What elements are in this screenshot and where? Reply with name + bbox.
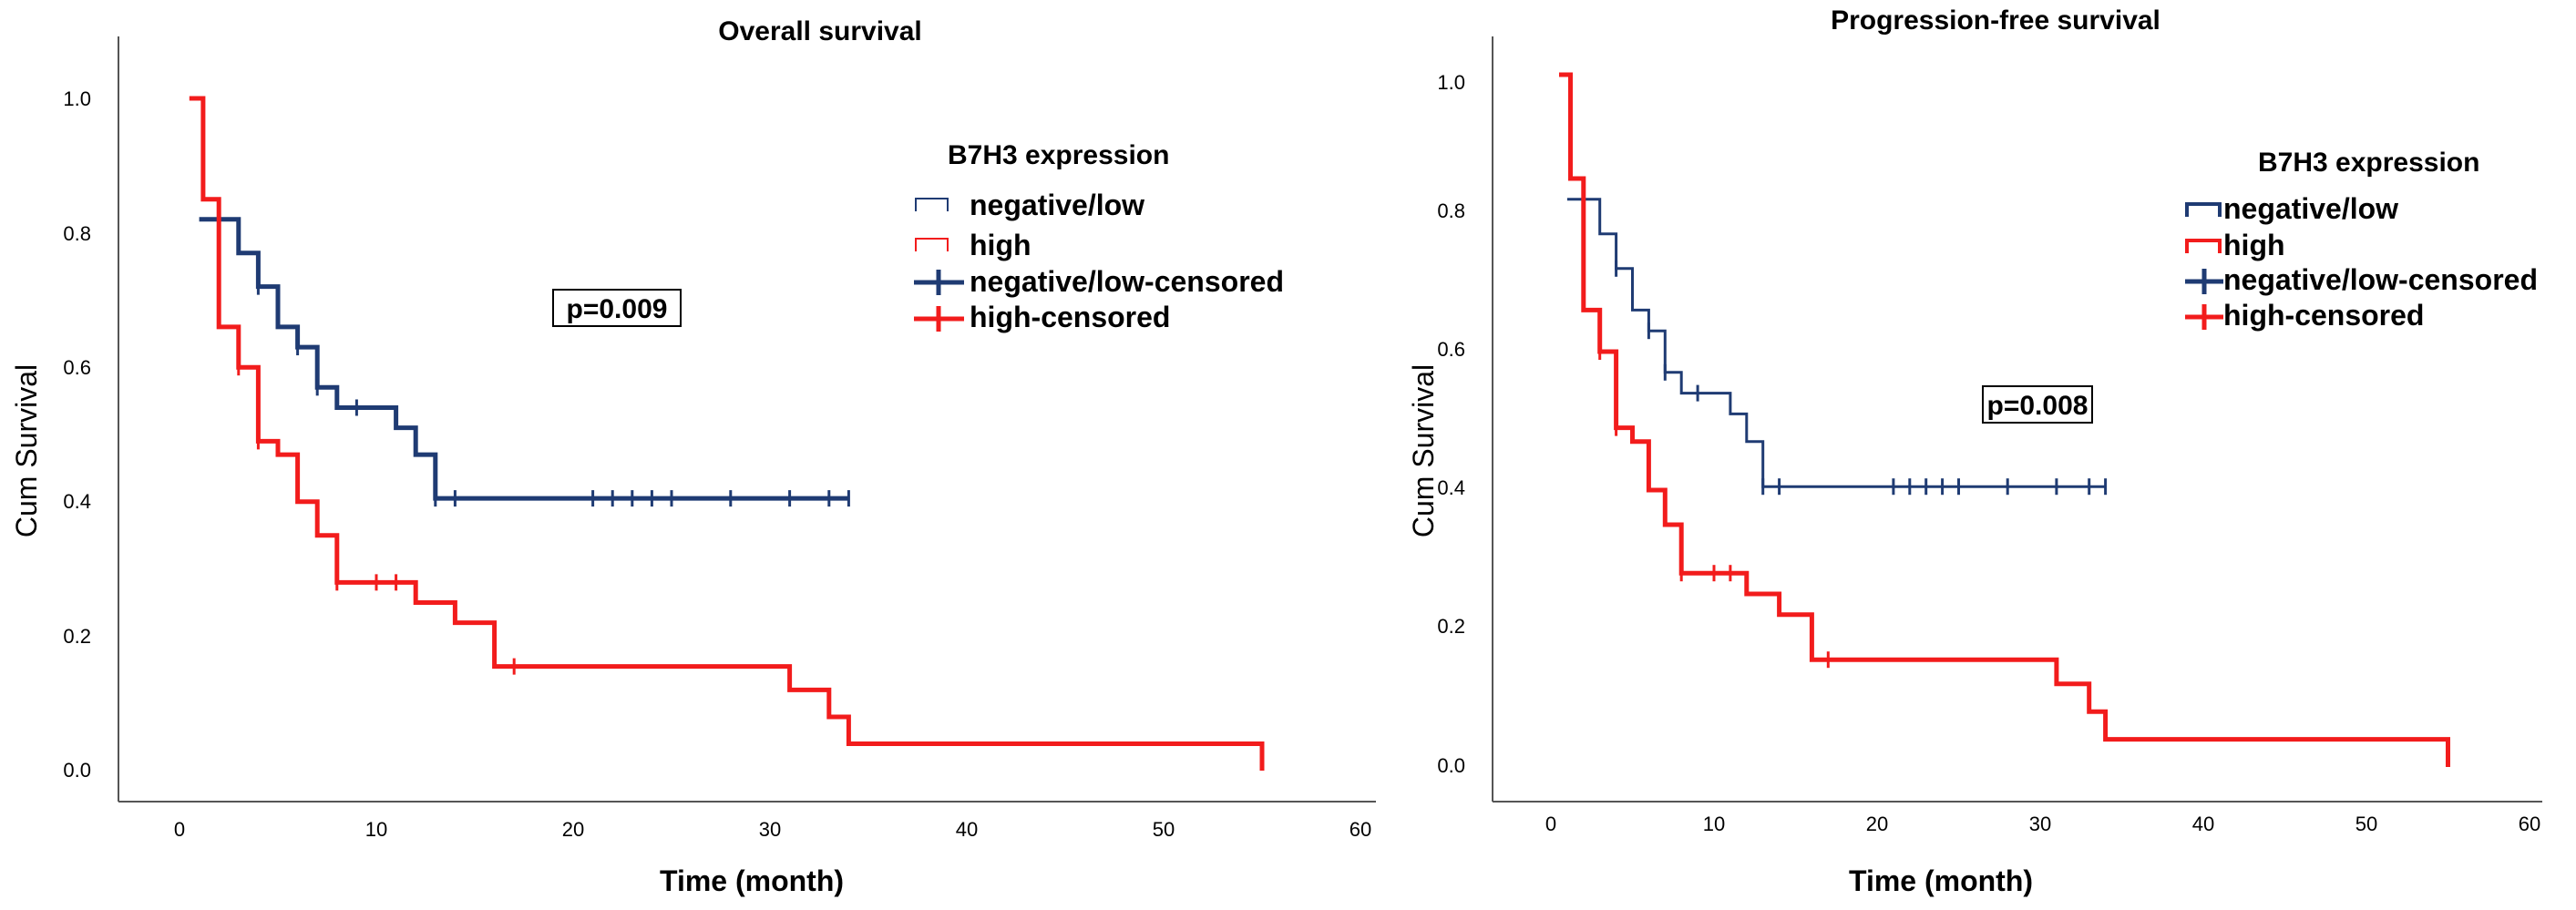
x-tick-label: 60: [1350, 818, 1371, 841]
progression-free-survival-chart: Progression-free survival Cum Survival T…: [1407, 5, 2542, 897]
legend-swatch-high: [915, 238, 949, 251]
legend-label-high-censored: high-censored: [2223, 299, 2424, 332]
x-tick-label: 30: [759, 818, 781, 841]
legend-label-high: high: [2223, 229, 2285, 261]
x-tick-label: 60: [2519, 813, 2540, 835]
legend-label-low: negative/low: [2223, 192, 2398, 225]
x-tick-label: 40: [2192, 813, 2214, 835]
x-tick-label: 10: [1703, 813, 1725, 835]
p-value-box: p=0.008: [1982, 385, 2093, 424]
overall-survival-chart: Overall survival Cum Survival Time (mont…: [10, 16, 1376, 897]
y-tick-label: 1.0: [1437, 71, 1465, 94]
x-tick-label: 20: [562, 818, 584, 841]
x-tick-label: 10: [365, 818, 387, 841]
x-tick-label: 40: [956, 818, 978, 841]
legend-swatch-low: [2185, 202, 2222, 217]
legend-label-low-censored: negative/low-censored: [2223, 263, 2538, 296]
y-tick-label: 0.4: [1437, 476, 1465, 499]
x-tick-label: 50: [2355, 813, 2377, 835]
legend-label-low: negative/low: [970, 189, 1144, 221]
legend-swatch-high-censored: [2185, 304, 2223, 330]
legend-swatch-low-censored: [914, 270, 964, 295]
y-axis-label: Cum Survival: [1407, 364, 1440, 537]
y-axis-label: Cum Survival: [10, 364, 43, 537]
x-tick-label: 20: [1866, 813, 1888, 835]
legend-swatch-low: [915, 198, 949, 211]
series-layer: [1559, 72, 2450, 767]
legend-swatch-high: [2185, 239, 2222, 253]
legend-swatch-low-censored: [2185, 269, 2223, 294]
legend-title: B7H3 expression: [2258, 148, 2479, 178]
x-axis-label: Time (month): [1849, 864, 2033, 897]
legend-title: B7H3 expression: [948, 140, 1169, 170]
chart-title: Overall survival: [718, 16, 921, 46]
x-axis-label: Time (month): [660, 864, 844, 897]
p-value: p=0.009: [567, 294, 668, 324]
y-tick-label: 0.6: [1437, 338, 1465, 361]
x-tick-label: 30: [2029, 813, 2051, 835]
y-tick-label: 0.8: [63, 222, 91, 245]
legend: B7H3 expression negative/low high negati…: [914, 140, 1284, 333]
y-tick-label: 0.6: [63, 356, 91, 379]
y-tick-label: 0.0: [63, 759, 91, 782]
y-tick-label: 0.8: [1437, 199, 1465, 222]
legend: B7H3 expression negative/low high negati…: [2185, 148, 2538, 332]
p-value: p=0.008: [1987, 391, 2089, 421]
y-tick-label: 0.2: [63, 625, 91, 648]
series-layer: [189, 96, 1265, 771]
y-tick-label: 0.0: [1437, 754, 1465, 777]
chart-title: Progression-free survival: [1831, 5, 2160, 36]
survival-curve-high: [189, 96, 1265, 771]
legend-swatch-high-censored: [914, 306, 964, 332]
y-tick-label: 0.4: [63, 490, 91, 513]
survival-curve-negative-low: [1566, 198, 2106, 488]
survival-curve-negative-low: [199, 217, 849, 501]
x-tick-label: 50: [1153, 818, 1175, 841]
y-tick-label: 0.2: [1437, 615, 1465, 638]
x-tick-label: 0: [174, 818, 185, 841]
legend-label-high-censored: high-censored: [970, 301, 1170, 333]
legend-label-low-censored: negative/low-censored: [970, 265, 1284, 298]
y-tick-label: 1.0: [63, 87, 91, 110]
p-value-box: p=0.009: [552, 289, 682, 327]
x-tick-label: 0: [1545, 813, 1556, 835]
legend-label-high: high: [970, 229, 1031, 261]
survival-curve-high: [1559, 72, 2450, 767]
